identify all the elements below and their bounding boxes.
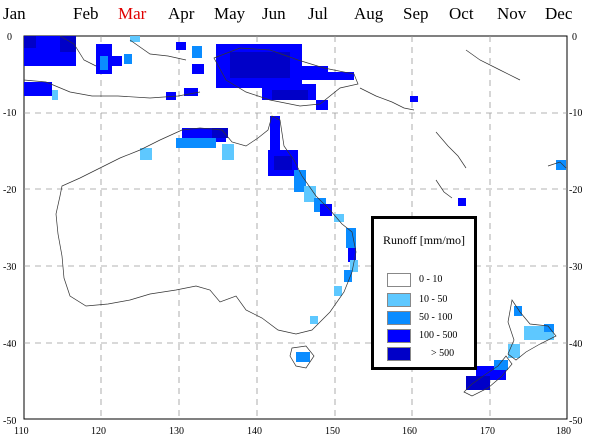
legend-label: 10 - 50 <box>419 294 448 305</box>
lon-tick-150: 150 <box>325 426 340 437</box>
legend-label: 100 - 500 <box>419 330 458 341</box>
lat-tick-10: -10 <box>3 108 16 119</box>
legend-swatch <box>387 329 411 343</box>
legend-swatch <box>387 311 411 325</box>
legend-swatch <box>387 293 411 307</box>
legend-label: 50 - 100 <box>419 312 453 323</box>
lon-ticks: 110 120 130 140 150 160 170 180 <box>14 426 571 437</box>
lat-tick-50: -50 <box>3 416 16 427</box>
month-aug[interactable]: Aug <box>354 4 384 23</box>
lat-tick-0: 0 <box>7 32 12 43</box>
lon-tick-130: 130 <box>169 426 184 437</box>
legend-label: 0 - 10 <box>419 274 443 285</box>
month-jan[interactable]: Jan <box>3 4 26 23</box>
lat-tick-0-right: 0 <box>572 32 577 43</box>
month-jun[interactable]: Jun <box>262 4 286 23</box>
lat-tick-50-right: -50 <box>569 416 582 427</box>
legend-item: 50 - 100 <box>387 311 477 325</box>
lat-tick-30-right: -30 <box>569 262 582 273</box>
legend-item: 0 - 10 <box>387 273 477 287</box>
lat-tick-30: -30 <box>3 262 16 273</box>
lon-tick-110: 110 <box>14 426 29 437</box>
month-jul[interactable]: Jul <box>308 4 328 23</box>
month-apr[interactable]: Apr <box>168 4 195 23</box>
lat-ticks-right: 0 -10 -20 -30 -40 -50 <box>569 32 582 427</box>
lat-tick-40: -40 <box>3 339 16 350</box>
runoff-legend: Runoff [mm/mo] 0 - 10 10 - 50 50 - 100 1… <box>371 216 477 370</box>
legend-title: Runoff [mm/mo] <box>382 233 466 247</box>
lat-tick-10-right: -10 <box>569 108 582 119</box>
legend-item: 10 - 50 <box>387 293 477 307</box>
month-nov[interactable]: Nov <box>497 4 527 23</box>
legend-label: > 500 <box>431 348 455 359</box>
lat-ticks-left: 0 -10 -20 -30 -40 -50 <box>3 32 16 427</box>
legend-item: > 500 <box>387 347 477 361</box>
runoff-cells <box>24 36 566 390</box>
month-may[interactable]: May <box>214 4 246 23</box>
lon-tick-120: 120 <box>91 426 106 437</box>
map-frame <box>23 35 568 420</box>
lat-tick-20: -20 <box>3 185 16 196</box>
legend-item: 100 - 500 <box>387 329 477 343</box>
month-sep[interactable]: Sep <box>403 4 429 23</box>
lon-tick-170: 170 <box>480 426 495 437</box>
lat-tick-40-right: -40 <box>569 339 582 350</box>
lat-tick-20-right: -20 <box>569 185 582 196</box>
month-dec[interactable]: Dec <box>545 4 573 23</box>
lon-tick-140: 140 <box>247 426 262 437</box>
month-feb[interactable]: Feb <box>73 4 99 23</box>
lon-tick-180: 180 <box>556 426 571 437</box>
coastlines <box>23 35 567 397</box>
lon-tick-160: 160 <box>402 426 417 437</box>
month-selector: Jan Feb Mar Apr May Jun Jul Aug Sep Oct … <box>0 0 612 30</box>
month-mar[interactable]: Mar <box>118 4 147 23</box>
month-oct[interactable]: Oct <box>449 4 474 23</box>
legend-swatch <box>387 273 411 287</box>
legend-swatch <box>387 347 411 361</box>
